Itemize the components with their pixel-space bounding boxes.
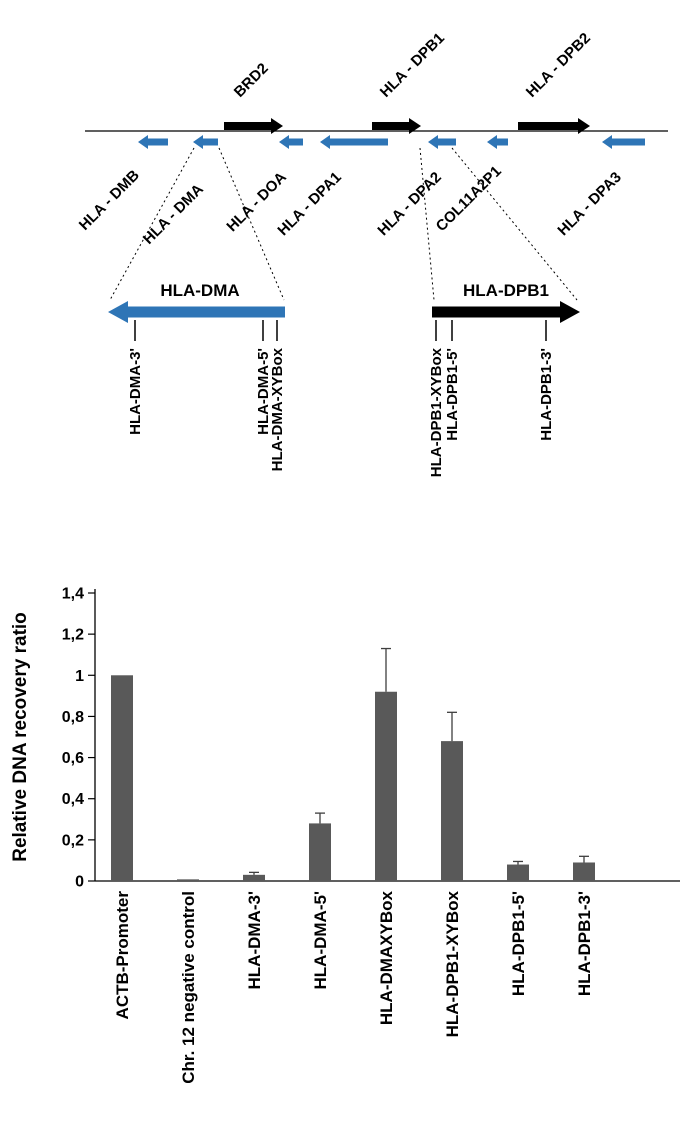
- gene-label: HLA - DPA2: [374, 169, 444, 239]
- x-category-label: HLA-DPB1-5': [509, 891, 528, 996]
- x-category-label: Chr. 12 negative control: [179, 891, 198, 1084]
- gene-label: HLA - DPA3: [554, 169, 624, 239]
- x-category-label: HLA-DMA-5': [311, 891, 330, 989]
- y-tick-label: 0: [75, 874, 84, 891]
- zoom-gene-arrow: [108, 301, 285, 323]
- x-category-label: HLA-DMAXYBox: [377, 890, 396, 1025]
- gene-label: BRD2: [231, 60, 272, 101]
- gene-arrow: [428, 135, 456, 149]
- bar: [573, 862, 595, 881]
- bar: [177, 879, 199, 881]
- primer-label: HLA-DPB1-3': [538, 348, 555, 441]
- gene-arrow: [518, 118, 590, 134]
- y-tick-label: 0,4: [62, 791, 84, 808]
- gene-arrow: [193, 135, 218, 149]
- zoom-gene-arrow: [432, 301, 580, 323]
- gene-label: HLA - DMB: [76, 167, 143, 234]
- x-category-label: HLA-DPB1-XYBox: [443, 890, 462, 1037]
- zoom-gene-label: HLA-DMA: [160, 281, 239, 300]
- gene-arrow: [224, 118, 283, 134]
- bar: [441, 741, 463, 881]
- y-tick-label: 1,4: [62, 586, 84, 603]
- x-category-label: ACTB-Promoter: [113, 891, 132, 1020]
- y-axis-title: Relative DNA recovery ratio: [10, 612, 31, 862]
- gene-arrow: [372, 118, 421, 134]
- bar: [111, 675, 133, 881]
- gene-label: HLA - DPB1: [377, 30, 448, 101]
- primer-label: HLA-DMA-5': [255, 348, 272, 435]
- primer-label: HLA-DMA-XYBox: [269, 347, 286, 471]
- zoom-connector-line: [419, 147, 435, 301]
- primer-label: HLA-DPB1-XYBox: [428, 347, 445, 477]
- y-tick-label: 1: [75, 668, 84, 685]
- gene-arrow: [602, 135, 645, 149]
- bar: [243, 874, 265, 881]
- gene-arrow: [138, 135, 168, 149]
- gene-label: HLA - DPB2: [523, 30, 594, 101]
- y-tick-label: 1,2: [62, 627, 84, 644]
- y-tick-label: 0,8: [62, 709, 84, 726]
- bar: [309, 823, 331, 881]
- gene-arrow: [320, 135, 388, 149]
- x-category-label: HLA-DPB1-3': [575, 891, 594, 996]
- bar: [375, 691, 397, 881]
- primer-label: HLA-DMA-3': [127, 348, 144, 435]
- gene-label: HLA - DMA: [140, 181, 207, 248]
- primer-label: HLA-DPB1-5': [444, 348, 461, 441]
- bar: [507, 864, 529, 881]
- y-tick-label: 0,6: [62, 750, 84, 767]
- zoom-gene-label: HLA-DPB1: [463, 281, 549, 300]
- bar-chart: Relative DNA recovery ratio 0 0,2 0,4 0,6 0,…: [10, 586, 680, 1084]
- y-tick-label: 0,2: [62, 832, 84, 849]
- gene-arrow: [487, 135, 508, 149]
- gene-arrow: [279, 135, 303, 149]
- x-category-label: HLA-DMA-3': [245, 891, 264, 989]
- zoom-connector-line: [109, 147, 195, 301]
